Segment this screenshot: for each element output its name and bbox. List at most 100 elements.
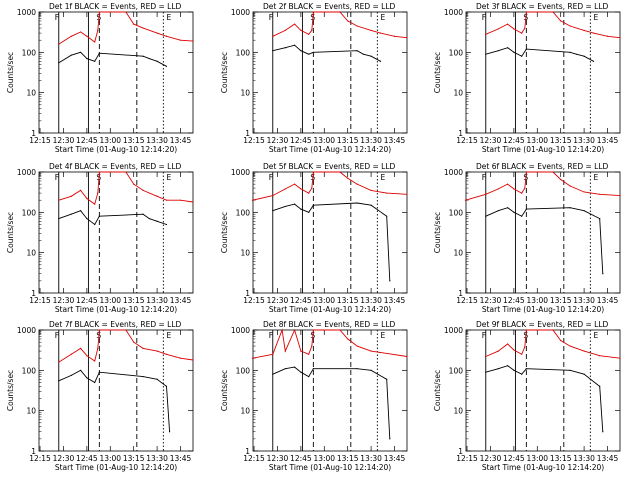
lld-point (513, 188, 515, 190)
x-axis-label: Start Time (01-Aug-10 12:14:20) (482, 305, 604, 314)
x-tick-label: 12:15 (456, 136, 478, 145)
x-tick-label: 13:15 (123, 296, 145, 305)
x-tick-label: 13:00 (313, 454, 335, 463)
events-point (148, 217, 150, 220)
events-point (58, 217, 60, 220)
x-tick-label: 13:00 (526, 136, 548, 145)
y-tick-label: 10 (240, 249, 250, 258)
events-point (575, 53, 577, 55)
lld-point (386, 192, 388, 194)
x-tick-label: 12:45 (290, 136, 312, 145)
lld-series-line (252, 328, 408, 359)
events-point (294, 44, 296, 46)
plot-frame (465, 11, 621, 134)
lld-point (370, 189, 372, 191)
x-tick-label: 12:15 (243, 136, 265, 145)
lld-point (406, 37, 408, 39)
y-tick-label: 100 (449, 48, 464, 57)
lld-point (619, 357, 621, 359)
lld-point (165, 353, 168, 355)
y-tick-label: 100 (449, 366, 464, 375)
events-series-line (272, 202, 391, 281)
events-point (308, 53, 310, 55)
lld-point (80, 189, 82, 191)
lld-point (272, 353, 274, 355)
x-axis-label: Start Time (01-Aug-10 12:14:20) (482, 463, 604, 472)
y-tick-label: 10 (26, 249, 36, 258)
x-tick-label: 12:15 (29, 454, 51, 463)
x-tick-label: 13:15 (337, 296, 359, 305)
events-series-line (485, 47, 594, 62)
y-axis-label: Counts/sec (220, 212, 229, 253)
lld-point (599, 355, 601, 357)
lld-point (406, 355, 408, 358)
panel-title: Det 5f BLACK = Events, RED = LLD (263, 162, 396, 171)
events-point (521, 55, 523, 57)
lld-point (339, 11, 341, 13)
events-point (284, 47, 286, 49)
x-axis-label: Start Time (01-Aug-10 12:14:20) (269, 463, 391, 472)
lld-point (507, 23, 509, 25)
lld-point (125, 171, 127, 173)
y-tick-label: 1 (245, 289, 250, 298)
lld-point (58, 361, 60, 363)
events-point (583, 373, 585, 375)
y-tick-label: 10 (26, 407, 36, 416)
y-tick-label: 1 (31, 129, 36, 138)
panel-title: Det 8f BLACK = Events, RED = LLD (263, 320, 396, 329)
events-point (569, 369, 571, 371)
panel-1: Det 1f BLACK = Events, RED = LLD 1 10 100 10… (6, 2, 194, 154)
x-tick-label: 13:45 (384, 296, 406, 305)
events-point (485, 371, 487, 373)
x-tick-label: 12:45 (503, 296, 525, 305)
events-point (356, 202, 358, 204)
lld-series-line (485, 11, 621, 39)
annotation-f: F (269, 173, 273, 182)
lld-point (347, 338, 349, 340)
lld-point (98, 329, 100, 331)
annotation-f: F (269, 13, 273, 22)
lld-point (619, 37, 621, 39)
lld-point (294, 183, 296, 185)
y-tick-label: 100 (236, 208, 251, 217)
lld-point (569, 185, 571, 187)
x-tick-label: 12:45 (76, 296, 98, 305)
plot-frame (38, 11, 194, 134)
annotation-e: E (166, 173, 171, 182)
events-point (300, 371, 302, 373)
lld-point (156, 195, 158, 197)
lld-point (525, 11, 527, 13)
lld-point (569, 345, 571, 347)
y-tick-label: 1000 (231, 8, 250, 17)
events-point (284, 205, 286, 208)
x-tick-label: 13:45 (170, 454, 192, 463)
events-point (513, 211, 515, 213)
events-point (294, 366, 296, 368)
y-tick-label: 1000 (17, 168, 36, 177)
x-tick-label: 13:00 (99, 136, 121, 145)
x-tick-label: 12:45 (503, 136, 525, 145)
events-point (272, 373, 274, 375)
y-tick-label: 100 (22, 208, 37, 217)
lld-point (125, 11, 127, 13)
y-tick-label: 10 (453, 249, 463, 258)
lld-point (192, 359, 194, 361)
y-tick-label: 10 (240, 407, 250, 416)
lld-point (497, 350, 499, 352)
y-tick-label: 1000 (444, 8, 463, 17)
lld-point (179, 199, 182, 201)
lld-point (497, 28, 499, 30)
lld-point (583, 29, 585, 31)
events-point (521, 215, 523, 217)
events-point (156, 60, 158, 62)
lld-point (80, 347, 82, 349)
annotation-e: E (593, 331, 598, 340)
lld-point (294, 329, 296, 331)
events-point (142, 375, 144, 378)
events-series-line (485, 365, 604, 432)
lld-point (370, 29, 372, 31)
lld-point (524, 27, 526, 29)
events-point (602, 273, 604, 275)
events-point (312, 368, 314, 370)
events-point (356, 368, 358, 370)
